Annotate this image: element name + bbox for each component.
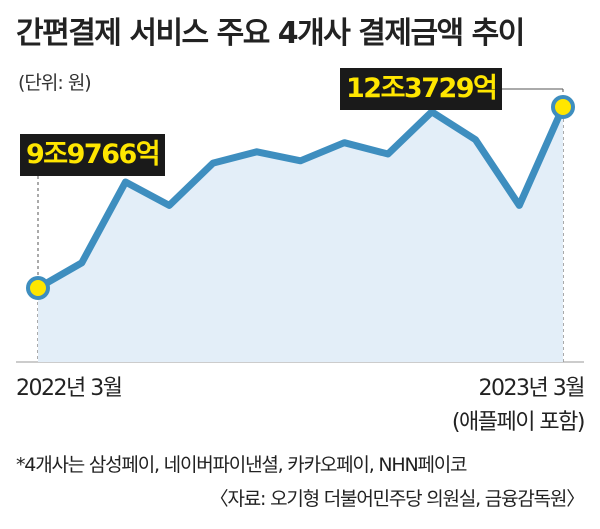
data-point-0 [26, 276, 50, 300]
data-points [26, 95, 575, 300]
end-value-badge: 12조3729억 [340, 68, 503, 110]
series-line [34, 103, 567, 292]
chart-area-fill [38, 107, 563, 362]
footnote: *4개사는 삼성페이, 네이버파이낸셜, 카카오페이, NHN페이코 [16, 454, 468, 476]
start-value-badge: 9조9766억 [20, 134, 166, 176]
unit-label: (단위: 원) [18, 72, 92, 94]
source-note: 〈자료: 오기형 더불어민주당 의원실, 금융감독원〉 [209, 488, 586, 510]
x-label-end: 2023년 3월 [478, 376, 586, 401]
data-point-12 [551, 95, 575, 119]
x-label-start: 2022년 3월 [16, 376, 123, 401]
chart-title: 간편결제 서비스 주요 4개사 결제금액 추이 [16, 16, 525, 51]
x-label-end-note: (애플페이 포함) [451, 410, 586, 435]
